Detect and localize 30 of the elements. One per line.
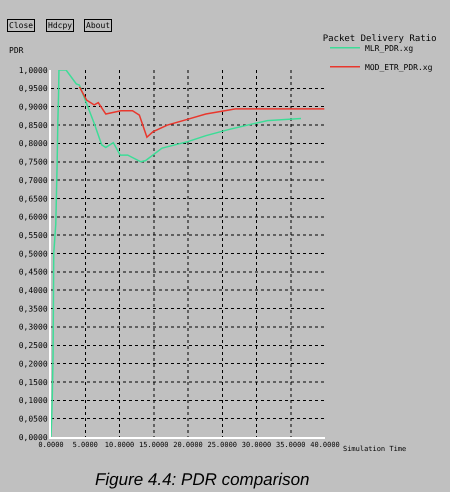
y-tick-label: 0,0000	[18, 432, 48, 442]
y-tick-label: 0,4000	[18, 286, 48, 295]
text: Packet Delivery Ratio	[322, 34, 436, 44]
text: Close	[9, 21, 34, 30]
line-series	[78, 86, 325, 138]
y-tick-label: 0,7500	[18, 158, 48, 167]
y-tick-label: 0,0500	[18, 414, 48, 424]
y-tick-label: 0,8500	[18, 120, 48, 130]
y-tick-label: 0,3000	[18, 322, 48, 332]
y-tick-label: 0,1000	[18, 396, 48, 406]
legend-label: MOD_ETR_PDR.xg	[365, 62, 433, 72]
y-tick-label: 0,9000	[18, 102, 48, 112]
y-tick-label: 0,5500	[18, 230, 48, 240]
y-tick-label: 0,9500	[18, 84, 48, 94]
y-tick-label: 0,5000	[18, 249, 48, 258]
y-tick-label: 0,7000	[18, 176, 48, 185]
y-tick-label: 0,2500	[18, 341, 48, 350]
y-tick-label: 0,1500	[18, 378, 48, 387]
caption: Figure 4.4: PDR comparison	[95, 470, 310, 489]
y-tick-label: 0,6000	[18, 212, 48, 222]
y-tick-label: 0,4500	[18, 268, 48, 277]
y-axis-title: PDR	[9, 46, 24, 55]
text: About	[86, 21, 110, 30]
y-tick-label: 0,3500	[18, 304, 48, 314]
y-tick-label: 0,6500	[18, 194, 48, 204]
y-tick-label: 0,8000	[18, 139, 48, 148]
y-tick-label: 1,0000	[18, 66, 48, 75]
y-tick-label: 0,2000	[18, 359, 48, 368]
text: Hdcpy	[48, 21, 72, 30]
legend-label: MLR_PDR.xg	[365, 44, 414, 53]
